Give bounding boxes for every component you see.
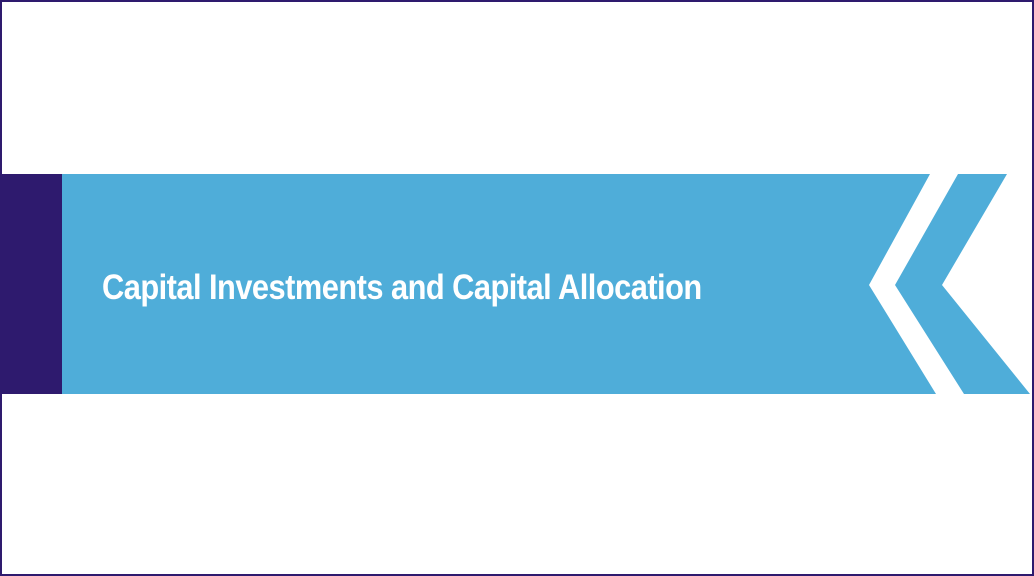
title-banner: [62, 174, 936, 394]
chevron-left-icon: [895, 174, 1030, 394]
accent-bar: [2, 174, 62, 394]
slide-title: Capital Investments and Capital Allocati…: [102, 268, 702, 307]
